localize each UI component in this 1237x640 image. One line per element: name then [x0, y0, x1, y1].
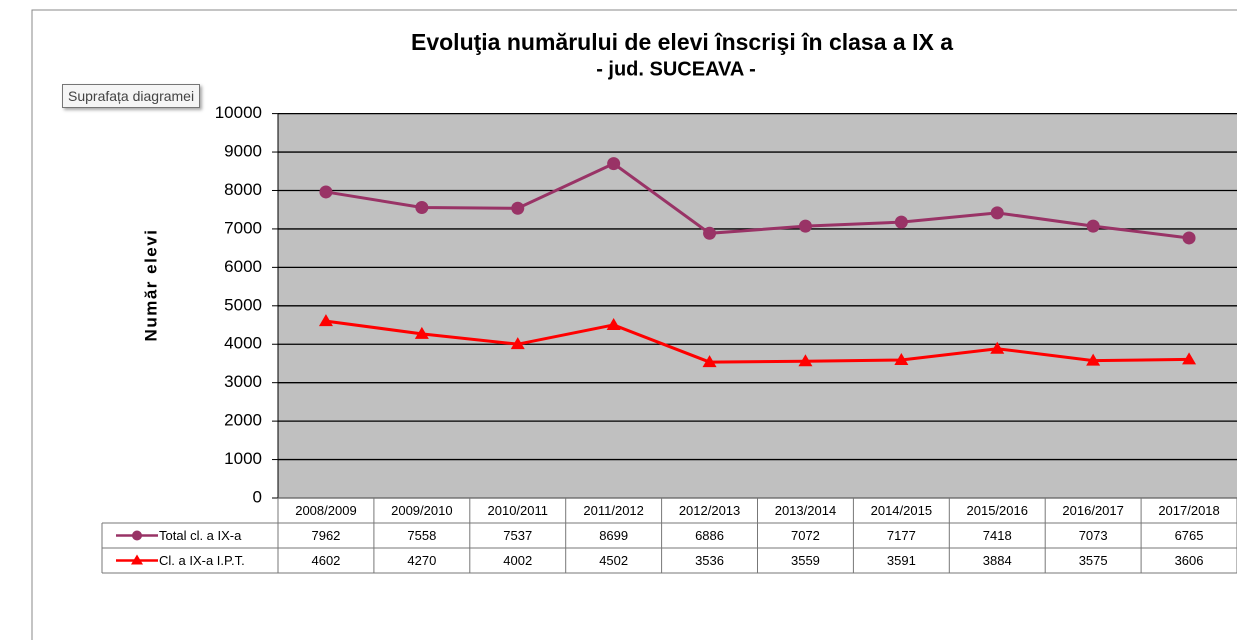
- data-point: [894, 215, 908, 229]
- legend-label: Cl. a IX-a I.P.T.: [159, 553, 245, 568]
- x-tick-label: 2008/2009: [295, 503, 356, 518]
- x-tick-label: 2014/2015: [871, 503, 932, 518]
- chart-title: Evoluţia numărului de elevi înscrişi în …: [411, 29, 953, 55]
- y-tick-label: 3000: [224, 372, 262, 391]
- data-point: [703, 226, 717, 240]
- table-value: 4002: [503, 553, 532, 568]
- table-value: 4602: [311, 553, 340, 568]
- legend-label: Total cl. a IX-a: [159, 528, 242, 543]
- table-value: 3591: [887, 553, 916, 568]
- x-tick-label: 2009/2010: [391, 503, 452, 518]
- series-line: [325, 161, 1190, 240]
- y-tick-label: 9000: [224, 142, 262, 161]
- y-tick-label: 0: [253, 487, 262, 506]
- x-tick-label: 2016/2017: [1062, 503, 1123, 518]
- table-value: 4270: [407, 553, 436, 568]
- data-point: [606, 317, 621, 330]
- x-tick-label: 2015/2016: [967, 503, 1028, 518]
- data-point: [1182, 231, 1196, 245]
- data-point: [894, 352, 909, 365]
- data-point: [414, 326, 429, 339]
- y-tick-label: 1000: [224, 449, 262, 468]
- y-tick-label: 7000: [224, 218, 262, 237]
- data-point: [415, 200, 429, 214]
- table-value: 7418: [983, 528, 1012, 543]
- table-value: 6765: [1175, 528, 1204, 543]
- y-tick-label: 6000: [224, 257, 262, 276]
- x-tick-label: 2017/2018: [1158, 503, 1219, 518]
- data-point: [798, 354, 813, 367]
- legend-marker: [132, 530, 142, 541]
- tooltip: Suprafața diagramei: [62, 84, 201, 108]
- table-value: 3606: [1175, 553, 1204, 568]
- table-value: 4502: [599, 553, 628, 568]
- y-tick-label: 10000: [215, 103, 262, 122]
- y-tick-label: 8000: [224, 180, 262, 199]
- table-value: 7073: [1079, 528, 1108, 543]
- data-point: [1086, 353, 1101, 366]
- table-value: 7072: [791, 528, 820, 543]
- table-value: 7177: [887, 528, 916, 543]
- data-point: [990, 341, 1005, 354]
- data-point: [990, 206, 1004, 220]
- x-tick-label: 2012/2013: [679, 503, 740, 518]
- table-value: 7537: [503, 528, 532, 543]
- data-point: [702, 355, 717, 368]
- data-point: [510, 337, 525, 350]
- table-value: 7558: [407, 528, 436, 543]
- x-tick-label: 2011/2012: [583, 503, 644, 518]
- data-point: [318, 314, 333, 327]
- x-tick-label: 2013/2014: [775, 503, 836, 518]
- table-value: 3884: [983, 553, 1012, 568]
- data-point: [511, 201, 525, 215]
- table-value: 3536: [695, 553, 724, 568]
- table-value: 7962: [311, 528, 340, 543]
- data-point: [319, 185, 333, 199]
- legend-marker: [131, 554, 143, 565]
- table-value: 3575: [1079, 553, 1108, 568]
- table-value: 6886: [695, 528, 724, 543]
- table-value: 3559: [791, 553, 820, 568]
- y-tick-label: 2000: [224, 411, 262, 430]
- y-tick-label: 5000: [224, 295, 262, 314]
- x-tick-label: 2010/2011: [488, 503, 549, 518]
- data-point: [1086, 219, 1100, 233]
- y-tick-label: 4000: [224, 334, 262, 353]
- data-point: [607, 157, 621, 171]
- series-line: [325, 319, 1190, 364]
- chart-subtitle: - jud. SUCEAVA -: [596, 58, 756, 80]
- table-value: 8699: [599, 528, 628, 543]
- data-point: [798, 219, 812, 233]
- y-axis-label: Număr elevi: [141, 229, 160, 342]
- data-point: [1182, 352, 1197, 365]
